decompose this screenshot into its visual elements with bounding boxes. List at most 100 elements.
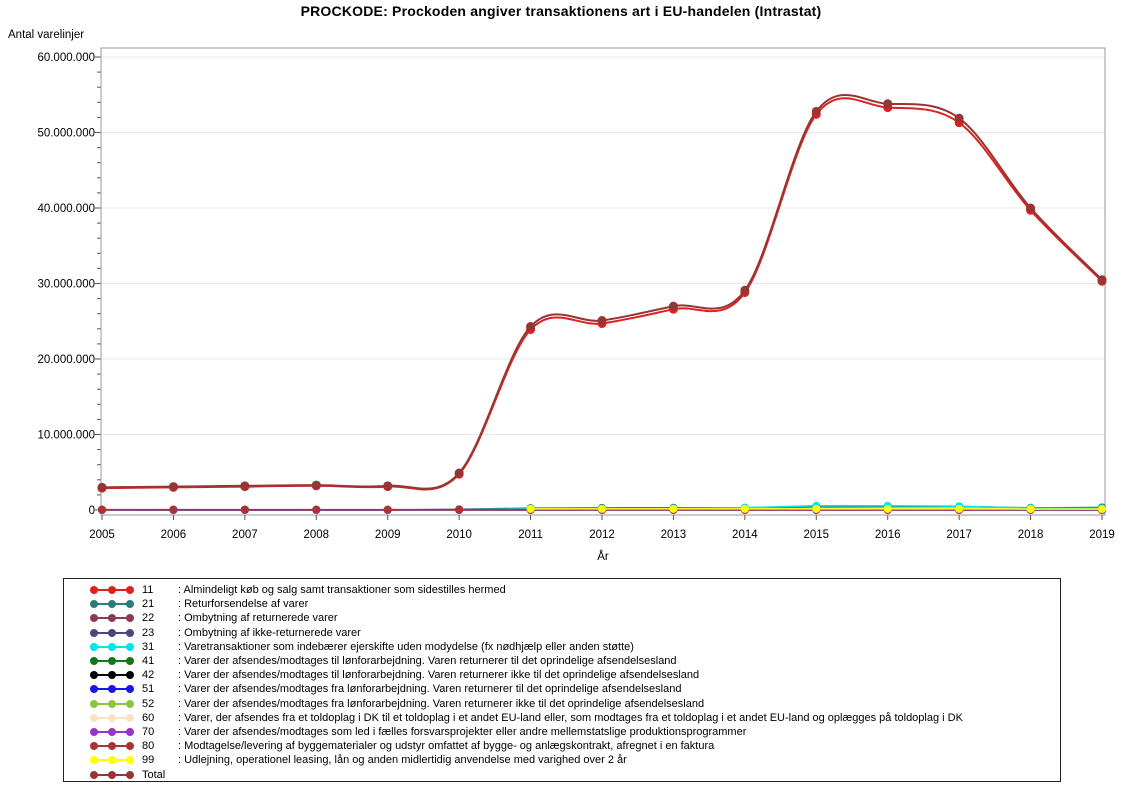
series-marker-Total — [597, 315, 607, 325]
series-line-11 — [101, 97, 1103, 491]
series-marker-Total — [240, 481, 250, 491]
legend-item-51: 51 : Varer der afsendes/modtages fra lønf… — [89, 682, 1060, 696]
legend-swatch-icon — [90, 685, 134, 694]
series-marker-Total — [668, 301, 678, 311]
x-tick-label: 2006 — [161, 529, 187, 541]
legend-description: : Varer der afsendes/modtages som led i … — [178, 725, 747, 738]
series-marker-80 — [169, 505, 178, 514]
y-tick-label: 60.000.000 — [37, 52, 95, 64]
legend-description: : Varer der afsendes/modtages fra lønfor… — [178, 697, 705, 710]
legend-swatch-icon — [90, 713, 134, 722]
legend-code: 23 — [142, 626, 155, 639]
series-marker-Total — [954, 113, 964, 123]
series-marker-99 — [740, 504, 749, 513]
series-marker-80 — [240, 505, 249, 514]
legend-description: : Varetransaktioner som indebærer ejersk… — [178, 640, 634, 653]
legend-item-42: 42 : Varer der afsendes/modtages til lønf… — [89, 668, 1060, 682]
x-tick-label: 2015 — [803, 529, 829, 541]
legend-item-52: 52 : Varer der afsendes/modtages fra lønf… — [89, 697, 1060, 711]
y-tick-label: 30.000.000 — [37, 279, 95, 291]
legend-code: 60 — [142, 711, 155, 724]
legend-description: : Ombytning af ikke-returnerede varer — [178, 626, 361, 639]
legend-description: : Varer der afsendes/modtages til lønfor… — [178, 669, 700, 682]
legend-code: 42 — [142, 669, 155, 682]
legend-swatch-icon — [90, 657, 134, 666]
legend-item-11: 11: Almindeligt køb og salg samt transak… — [89, 583, 1060, 597]
x-tick-label: 2008 — [303, 529, 329, 541]
legend-description: : Varer der afsendes/modtages fra lønfor… — [178, 683, 682, 696]
legend-description: : Ombytning af returnerede varer — [178, 612, 338, 625]
series-marker-Total — [740, 285, 750, 295]
line-chart: 0 10.000.000 20.000.000 30.000.000 40.000.00… — [8, 29, 1115, 563]
y-tick-label: 40.000.000 — [37, 203, 95, 215]
y-tick-label: 0 — [89, 505, 95, 517]
x-tick-label: 2009 — [375, 529, 401, 541]
legend-code: 52 — [142, 697, 155, 710]
legend-item-21: 21 : Returforsendelse af varer — [89, 597, 1060, 611]
legend-code: Total — [142, 768, 166, 781]
series-marker-Total — [383, 481, 393, 491]
legend: 11: Almindeligt køb og salg samt transak… — [63, 578, 1061, 782]
legend-item-80: 80: Modtagelse/levering af byggematerial… — [89, 739, 1060, 753]
legend-description: : Returforsendelse af varer — [178, 598, 309, 611]
series-marker-80 — [312, 505, 321, 514]
legend-description: : Varer der afsendes/modtages til lønfor… — [178, 655, 677, 668]
legend-item-31: 31 : Varetransaktioner som indebærer ejer… — [89, 640, 1060, 654]
series-marker-99 — [955, 504, 964, 513]
x-tick-label: 2012 — [589, 529, 615, 541]
legend-description: : Almindeligt køb og salg samt transakti… — [178, 584, 506, 597]
series-marker-Total — [883, 99, 893, 109]
series-marker-Total — [1026, 203, 1036, 213]
legend-code: 51 — [142, 683, 155, 696]
series-marker-80 — [455, 505, 464, 514]
series-marker-99 — [1026, 505, 1035, 514]
legend-item-41: 41: Varer der afsendes/modtages til lønf… — [89, 654, 1060, 668]
legend-item-23: 23 : Ombytning af ikke-returnerede varer — [89, 626, 1060, 640]
series-marker-99 — [669, 504, 678, 513]
x-tick-label: 2016 — [875, 529, 901, 541]
chart-title: PROCKODE: Prockoden angiver transaktione… — [300, 3, 822, 19]
series-marker-Total — [454, 468, 464, 478]
series-marker-80 — [98, 505, 106, 514]
legend-item-60: 60 : Varer, der afsendes fra et toldoplag… — [89, 711, 1060, 725]
legend-swatch-icon — [90, 699, 134, 708]
legend-code: 70 — [142, 725, 155, 738]
series-marker-Total — [811, 106, 821, 116]
x-tick-label: 2017 — [946, 529, 972, 541]
series-marker-Total — [168, 482, 178, 492]
legend-code: 22 — [142, 612, 155, 625]
series-marker-99 — [598, 504, 606, 513]
legend-swatch-icon — [90, 727, 134, 736]
y-tick-label: 10.000.000 — [37, 430, 95, 442]
legend-description: : Modtagelse/levering af byggematerialer… — [178, 740, 715, 753]
x-tick-label: 2011 — [518, 529, 543, 541]
series-marker-99 — [812, 504, 821, 513]
legend-swatch-icon — [90, 600, 134, 609]
legend-swatch-icon — [90, 756, 134, 765]
x-tick-label: 2005 — [89, 529, 115, 541]
legend-description: : Varer, der afsendes fra et toldoplag i… — [178, 711, 963, 724]
y-axis-title: Antal varelinjer — [8, 29, 84, 41]
legend-swatch-icon — [90, 770, 134, 779]
series-marker-Total — [311, 480, 321, 490]
legend-item-22: 22 : Ombytning af returnerede varer — [89, 611, 1060, 625]
x-tick-label: 2018 — [1018, 529, 1044, 541]
legend-swatch-icon — [90, 742, 134, 751]
legend-swatch-icon — [90, 671, 134, 680]
series-marker-Total — [97, 482, 107, 492]
series-marker-99 — [883, 504, 892, 513]
series-marker-Total — [1097, 275, 1107, 285]
x-tick-label: 2013 — [661, 529, 687, 541]
legend-swatch-icon — [90, 642, 134, 651]
series-marker-Total — [526, 322, 536, 332]
legend-code: 31 — [142, 640, 155, 653]
legend-swatch-icon — [90, 614, 134, 623]
legend-swatch-icon — [90, 586, 134, 595]
legend-swatch-icon — [90, 628, 134, 637]
y-tick-label: 20.000.000 — [37, 354, 95, 366]
legend-code: 21 — [142, 598, 155, 611]
x-tick-label: 2014 — [732, 529, 758, 541]
series-marker-99 — [1098, 505, 1106, 514]
legend-item-99: 99: Udlejning, operationel leasing, lån … — [89, 753, 1060, 767]
series-marker-80 — [383, 505, 392, 514]
